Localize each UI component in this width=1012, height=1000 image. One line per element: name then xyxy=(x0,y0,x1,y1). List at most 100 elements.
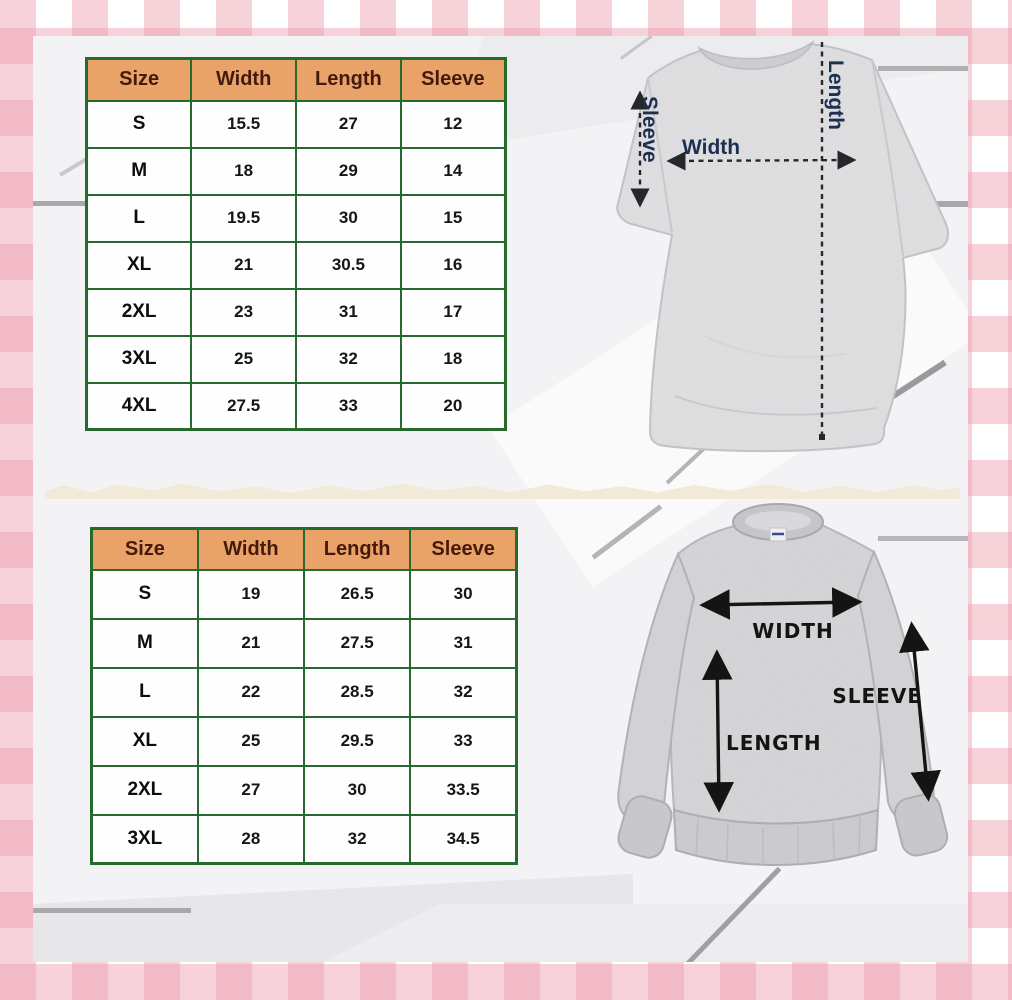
length-cell: 27 xyxy=(295,99,402,149)
width-cell: 18 xyxy=(190,146,297,196)
sleeve-label: Sleeve xyxy=(638,96,661,163)
width-cell: 27 xyxy=(196,764,306,816)
width-dashed-line xyxy=(666,150,857,171)
tshirt-collar xyxy=(697,39,815,70)
sweatshirt-measurement-diagram: WIDTH LENGTH SLEEVE xyxy=(617,503,949,866)
width-cell: 25 xyxy=(190,334,297,384)
length-label: LENGTH xyxy=(726,731,822,755)
size-cell: XL xyxy=(90,715,199,767)
sleeve-cell: 30 xyxy=(409,568,518,620)
right-cuff xyxy=(893,793,949,857)
width-arrow xyxy=(699,587,863,620)
length-label: Length xyxy=(824,60,847,130)
sleeve-cell: 12 xyxy=(399,99,507,149)
table-row: 4XL 27.5 33 20 xyxy=(85,381,507,431)
column-header: Size xyxy=(90,527,199,571)
tshirt-table-body: S 15.5 27 12 M 18 29 14 L 19.5 30 15 xyxy=(85,99,507,431)
length-cell: 30 xyxy=(302,764,412,816)
sleeve-cell: 20 xyxy=(399,381,507,431)
table-row: S 19 26.5 30 xyxy=(90,568,518,620)
table-row: M 18 29 14 xyxy=(85,146,507,196)
length-cell: 30.5 xyxy=(295,240,402,290)
width-cell: 27.5 xyxy=(190,381,297,431)
size-cell: 3XL xyxy=(85,334,193,384)
sleeve-cell: 32 xyxy=(409,666,518,718)
size-cell: 4XL xyxy=(85,381,193,431)
length-cell: 29 xyxy=(295,146,402,196)
horizontal-accent xyxy=(878,536,968,541)
width-cell: 19.5 xyxy=(190,193,297,243)
table-row: L 22 28.5 32 xyxy=(90,666,518,718)
size-cell: 3XL xyxy=(90,813,199,865)
width-cell: 21 xyxy=(190,240,297,290)
width-label: Width xyxy=(682,136,740,159)
gray-wedge-bottom-right xyxy=(323,904,968,962)
table-row: M 21 27.5 31 xyxy=(90,617,518,669)
length-cell: 28.5 xyxy=(302,666,412,718)
column-header: Length xyxy=(295,57,402,102)
header-row: Size Width Length Sleeve xyxy=(90,527,518,571)
sleeve-cell: 16 xyxy=(399,240,507,290)
tshirt-measurement-diagram: Length Width Sleeve xyxy=(615,39,949,453)
header-row: Size Width Length Sleeve xyxy=(85,57,507,102)
size-cell: S xyxy=(85,99,193,149)
width-cell: 21 xyxy=(196,617,306,669)
sleeve-cell: 34.5 xyxy=(409,813,518,865)
column-header: Sleeve xyxy=(409,527,518,571)
size-cell: M xyxy=(85,146,193,196)
width-cell: 19 xyxy=(196,568,306,620)
sweatshirt-table-header: Size Width Length Sleeve xyxy=(90,527,518,571)
length-cell: 32 xyxy=(295,334,402,384)
length-cell: 29.5 xyxy=(302,715,412,767)
sleeve-cell: 17 xyxy=(399,287,507,337)
width-cell: 25 xyxy=(196,715,306,767)
column-header: Width xyxy=(190,57,297,102)
tshirt-size-table: Size Width Length Sleeve S 15.5 27 12 M 18 … xyxy=(85,57,507,431)
table-row: L 19.5 30 15 xyxy=(85,193,507,243)
width-cell: 23 xyxy=(190,287,297,337)
width-label: WIDTH xyxy=(752,619,833,643)
sleeve-arrow xyxy=(899,621,941,802)
width-cell: 22 xyxy=(196,666,306,718)
size-cell: XL xyxy=(85,240,193,290)
size-cell: S xyxy=(90,568,199,620)
sweatshirt-illustration xyxy=(617,503,949,866)
table-row: XL 25 29.5 33 xyxy=(90,715,518,767)
table-row: 3XL 25 32 18 xyxy=(85,334,507,384)
tshirt-table-header: Size Width Length Sleeve xyxy=(85,57,507,102)
tshirt-measurements: Length Width Sleeve xyxy=(630,42,857,440)
length-cell: 33 xyxy=(295,381,402,431)
length-cell: 32 xyxy=(302,813,412,865)
sleeve-cell: 15 xyxy=(399,193,507,243)
column-header: Size xyxy=(85,57,193,102)
table-row: XL 21 30.5 16 xyxy=(85,240,507,290)
length-cell: 27.5 xyxy=(302,617,412,669)
table-row: S 15.5 27 12 xyxy=(85,99,507,149)
table-row: 2XL 27 30 33.5 xyxy=(90,764,518,816)
size-cell: 2XL xyxy=(90,764,199,816)
column-header: Width xyxy=(196,527,306,571)
width-cell: 15.5 xyxy=(190,99,297,149)
sleeve-cell: 18 xyxy=(399,334,507,384)
left-cuff xyxy=(617,795,673,859)
table-row: 3XL 28 32 34.5 xyxy=(90,813,518,865)
length-cell: 30 xyxy=(295,193,402,243)
sleeve-cell: 33.5 xyxy=(409,764,518,816)
hem-band xyxy=(672,808,880,866)
sleeve-label: SLEEVE xyxy=(832,684,922,708)
size-cell: L xyxy=(90,666,199,718)
sleeve-cell: 33 xyxy=(409,715,518,767)
sweatshirt-size-table: Size Width Length Sleeve S 19 26.5 30 M 21 … xyxy=(90,527,518,865)
length-arrow xyxy=(702,649,734,813)
sleeve-cell: 31 xyxy=(409,617,518,669)
size-cell: 2XL xyxy=(85,287,193,337)
table-row: 2XL 23 31 17 xyxy=(85,287,507,337)
collage-panel: Size Width Length Sleeve S 15.5 27 12 M 18 … xyxy=(33,36,968,962)
sweatshirt-table-body: S 19 26.5 30 M 21 27.5 31 L 22 28.5 32 xyxy=(90,568,518,865)
length-cell: 31 xyxy=(295,287,402,337)
size-cell: M xyxy=(90,617,199,669)
length-cell: 26.5 xyxy=(302,568,412,620)
horizontal-accent xyxy=(33,908,191,913)
column-header: Length xyxy=(302,527,412,571)
